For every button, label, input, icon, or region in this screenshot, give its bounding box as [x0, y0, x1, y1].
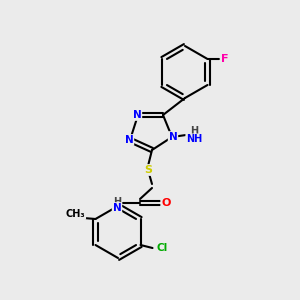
Text: H: H [113, 197, 121, 207]
Text: H: H [190, 126, 198, 136]
Text: CH₃: CH₃ [66, 209, 85, 219]
Text: NH: NH [186, 134, 202, 144]
Text: F: F [221, 54, 228, 64]
Text: N: N [124, 135, 134, 145]
Text: N: N [112, 203, 122, 213]
Text: N: N [169, 132, 177, 142]
Text: Cl: Cl [157, 243, 168, 253]
Text: S: S [144, 165, 152, 175]
Text: O: O [161, 198, 171, 208]
Text: N: N [133, 110, 141, 120]
